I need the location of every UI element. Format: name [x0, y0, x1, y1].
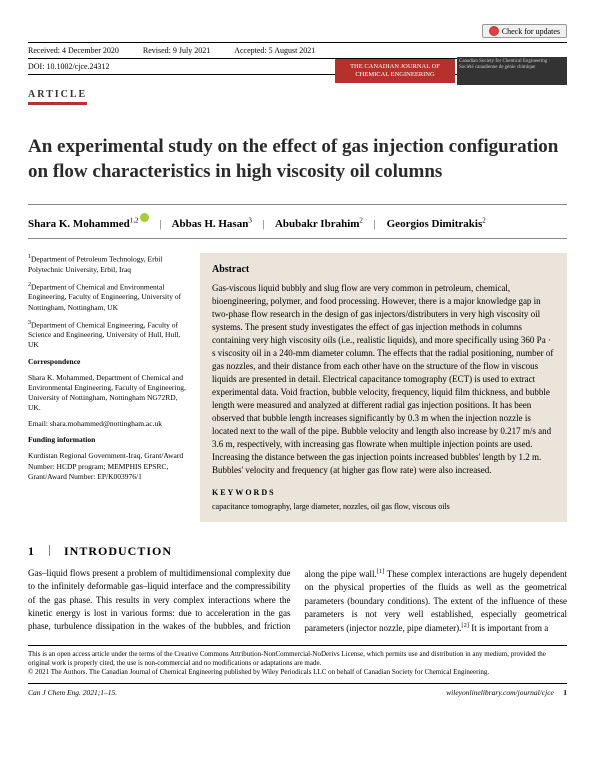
- section-1-title: INTRODUCTION: [64, 544, 172, 558]
- author-sep: |: [263, 218, 265, 230]
- keywords-list: capacitance tomography, large diameter, …: [212, 501, 555, 513]
- affiliation-3: 3Department of Chemical Engineering, Fac…: [28, 319, 186, 351]
- license-line-1: This is an open access article under the…: [28, 650, 567, 668]
- author-sep: |: [159, 218, 161, 230]
- footer-citation: Can J Chem Eng. 2021;1–15.: [28, 688, 117, 697]
- check-updates-icon: [489, 26, 499, 36]
- article-title: An experimental study on the effect of g…: [28, 135, 567, 184]
- abstract-body: Gas-viscous liquid bubbly and slug flow …: [212, 282, 555, 478]
- aff3-text: Department of Chemical Engineering, Facu…: [28, 320, 180, 349]
- email-label: Email:: [28, 419, 50, 428]
- keywords-title: KEYWORDS: [212, 487, 555, 499]
- orcid-icon[interactable]: [140, 213, 149, 222]
- intro-para-2c: It is important from a: [469, 623, 548, 633]
- journal-banner: THE CANADIAN JOURNAL OF CHEMICAL ENGINEE…: [335, 57, 567, 85]
- license-line-2: © 2021 The Authors. The Canadian Journal…: [28, 668, 567, 677]
- author-2: Abbas H. Hasan3: [172, 218, 252, 230]
- accepted-date: Accepted: 5 August 2021: [234, 46, 315, 55]
- check-updates-label: Check for updates: [502, 27, 560, 36]
- funding-heading: Funding information: [28, 435, 186, 445]
- correspondence-email-line: Email: shara.mohammed@nottingham.ac.uk: [28, 419, 186, 429]
- footer-url[interactable]: wileyonlinelibrary.com/journal/cjce: [446, 688, 554, 697]
- funding-text: Kurdistan Regional Government-Iraq, Gran…: [28, 451, 186, 481]
- author-2-name: Abbas H. Hasan: [172, 218, 249, 230]
- abstract-title: Abstract: [212, 263, 555, 278]
- section-1-heading: 1 INTRODUCTION: [28, 544, 567, 559]
- page-footer: Can J Chem Eng. 2021;1–15. wileyonlineli…: [28, 683, 567, 697]
- author-3-aff: 2: [359, 216, 363, 224]
- section-heading-bar: [49, 545, 50, 556]
- author-2-aff: 3: [248, 216, 252, 224]
- journal-line1: THE CANADIAN JOURNAL OF: [350, 63, 440, 70]
- footer-right: wileyonlinelibrary.com/journal/cjce 1: [446, 688, 567, 697]
- correspondence-heading: Correspondence: [28, 357, 186, 367]
- license-footer: This is an open access article under the…: [28, 645, 567, 677]
- abstract-box: Abstract Gas-viscous liquid bubbly and s…: [200, 253, 567, 522]
- page-number: 1: [563, 688, 567, 697]
- correspondence-text: Shara K. Mohammed, Department of Chemica…: [28, 373, 186, 414]
- affiliation-2: 2Department of Chemical and Environmenta…: [28, 281, 186, 313]
- section-1-number: 1: [28, 544, 35, 558]
- aff2-text: Department of Chemical and Environmental…: [28, 282, 181, 311]
- journal-line2: CHEMICAL ENGINEERING: [355, 71, 434, 78]
- author-sep: |: [374, 218, 376, 230]
- body-text-columns: Gas–liquid flows present a problem of mu…: [28, 567, 567, 634]
- author-3: Abubakr Ibrahim2: [275, 218, 363, 230]
- doi-text: DOI: 10.1002/cjce.24312: [28, 62, 110, 71]
- check-updates-button[interactable]: Check for updates: [482, 24, 567, 38]
- citation-2[interactable]: [2]: [461, 622, 469, 629]
- affiliations-column: 1Department of Petroleum Technology, Erb…: [28, 253, 186, 522]
- authors-block: Shara K. Mohammed1,2 | Abbas H. Hasan3 |…: [28, 204, 567, 239]
- aff1-text: Department of Petroleum Technology, Erbi…: [28, 255, 163, 274]
- society-logo: Canadian Society for Chemical Engineerin…: [457, 57, 567, 85]
- article-type-tag: ARTICLE: [28, 89, 87, 105]
- journal-name-red: THE CANADIAN JOURNAL OF CHEMICAL ENGINEE…: [335, 59, 455, 83]
- check-updates-wrap: Check for updates: [28, 24, 567, 38]
- received-date: Received: 4 December 2020: [28, 46, 119, 55]
- author-1-aff: 1,2: [130, 216, 139, 224]
- author-3-name: Abubakr Ibrahim: [275, 218, 359, 230]
- author-4-name: Georgios Dimitrakis: [387, 218, 483, 230]
- author-4-aff: 2: [482, 216, 486, 224]
- author-1-name: Shara K. Mohammed: [28, 218, 130, 230]
- correspondence-email[interactable]: shara.mohammed@nottingham.ac.uk: [50, 419, 162, 428]
- affiliation-1: 1Department of Petroleum Technology, Erb…: [28, 253, 186, 275]
- author-1: Shara K. Mohammed1,2: [28, 218, 149, 230]
- revised-date: Revised: 9 July 2021: [143, 46, 210, 55]
- author-4: Georgios Dimitrakis2: [387, 218, 486, 230]
